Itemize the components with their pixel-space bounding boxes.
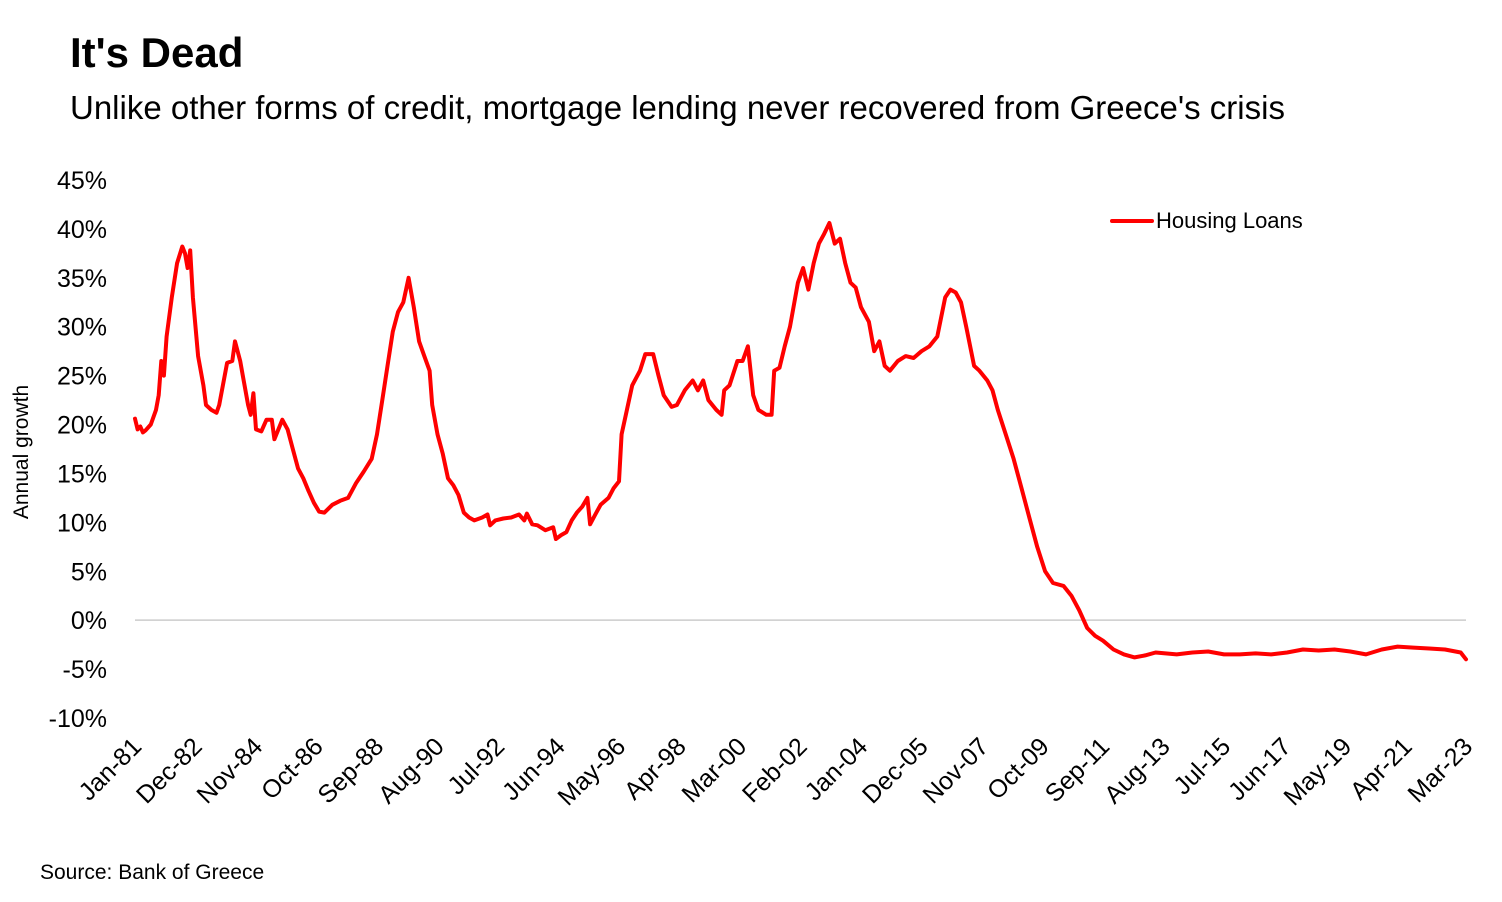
y-tick-label: -10% xyxy=(49,705,107,733)
x-tick-label: Sep-11 xyxy=(1040,732,1115,807)
legend: Housing Loans xyxy=(1110,208,1303,233)
chart-subtitle: Unlike other forms of credit, mortgage l… xyxy=(70,89,1285,126)
chart-title: It's Dead xyxy=(70,29,244,76)
x-tick-label: Nov-07 xyxy=(917,732,994,809)
y-tick-label: 45% xyxy=(57,167,107,195)
series-line-housing-loans xyxy=(133,221,1468,662)
y-tick-label: -5% xyxy=(63,656,107,684)
y-axis-ticks: 45% 40% 35% 30% 25% 20% 15% 10% 5% 0% -5% -10% xyxy=(49,167,107,733)
y-tick-label: 40% xyxy=(57,216,107,244)
x-tick-label: Feb-02 xyxy=(737,732,813,808)
x-tick-label: Dec-05 xyxy=(857,732,934,809)
y-tick-label: 15% xyxy=(57,460,107,488)
line-chart: 45% 40% 35% 30% 25% 20% 15% 10% 5% 0% -5% -10% Jan-… xyxy=(10,167,1478,811)
x-axis-ticks: Jan-81Dec-82Nov-84Oct-86Sep-88Aug-90Jul-… xyxy=(73,732,1478,811)
x-tick-label: Mar-23 xyxy=(1402,732,1478,808)
x-tick-label: Mar-00 xyxy=(676,732,752,808)
x-tick-label: Apr-98 xyxy=(619,732,692,805)
y-tick-label: 0% xyxy=(71,607,107,635)
x-tick-label: Sep-88 xyxy=(312,732,389,809)
y-tick-label: 5% xyxy=(71,558,107,586)
x-tick-label: Aug-90 xyxy=(373,732,450,809)
x-tick-label: May-19 xyxy=(1278,732,1357,811)
y-tick-label: 10% xyxy=(57,509,107,537)
legend-label-housing-loans: Housing Loans xyxy=(1156,208,1303,233)
y-tick-label: 20% xyxy=(57,412,107,440)
y-tick-label: 25% xyxy=(57,363,107,391)
x-tick-label: Nov-84 xyxy=(191,732,268,809)
x-tick-label: May-96 xyxy=(552,732,631,811)
x-tick-label: Apr-21 xyxy=(1345,732,1418,805)
y-axis-title: Annual growth xyxy=(10,385,33,519)
x-tick-label: Oct-09 xyxy=(982,732,1055,805)
source-note: Source: Bank of Greece xyxy=(40,861,265,884)
y-tick-label: 35% xyxy=(57,265,107,293)
x-tick-label: Dec-82 xyxy=(131,732,208,809)
y-tick-label: 30% xyxy=(57,314,107,342)
x-tick-label: Aug-13 xyxy=(1099,732,1176,809)
